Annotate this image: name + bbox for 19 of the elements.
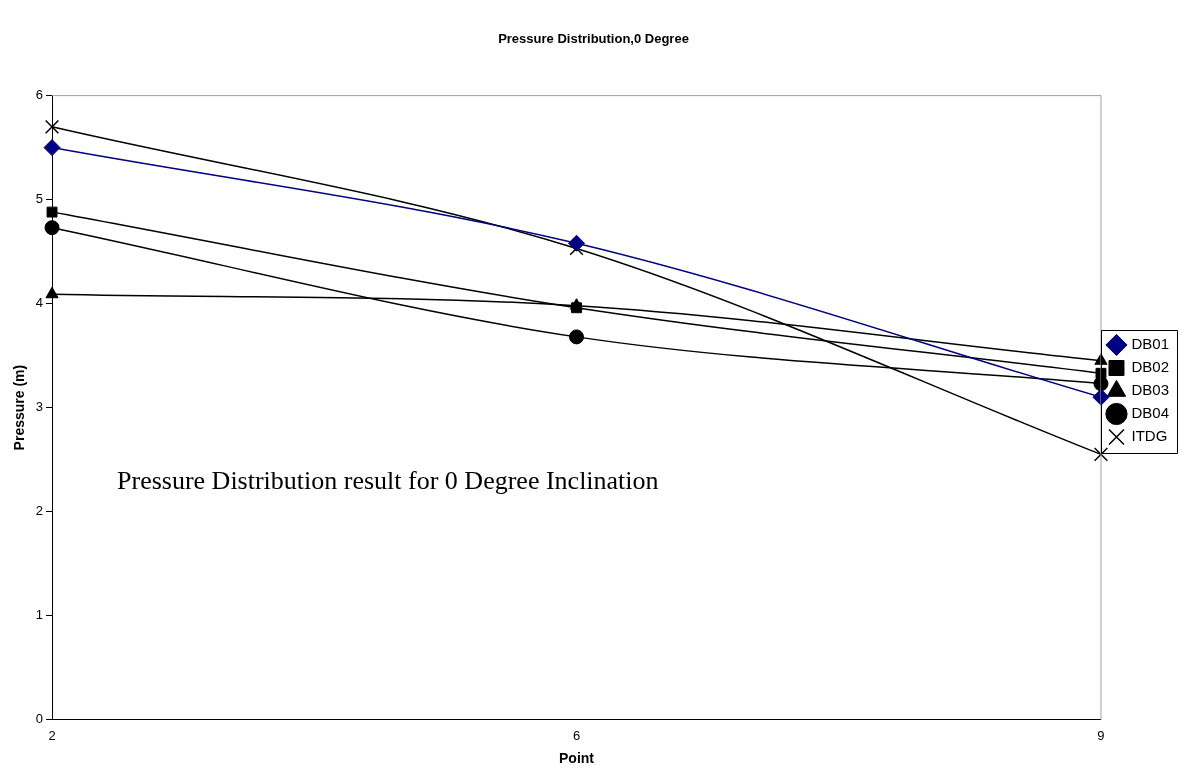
legend-label: DB04 [1131, 404, 1170, 422]
y-axis-title: Pressure (m) [11, 364, 28, 451]
y-tick-label: 2 [35, 503, 44, 519]
chart-title: Pressure Distribution,0 Degree [498, 31, 689, 47]
y-tick-label: 1 [35, 607, 44, 623]
y-tick-label: 5 [35, 191, 44, 207]
x-tick-label: 9 [1097, 727, 1105, 743]
legend-label: DB03 [1131, 381, 1170, 399]
legend-label: DB01 [1131, 335, 1170, 353]
y-tick-label: 4 [35, 295, 44, 311]
y-tick-label: 6 [35, 87, 44, 103]
x-axis-title: Point [559, 750, 595, 767]
y-tick-label: 0 [35, 711, 44, 727]
x-tick-label: 2 [48, 727, 56, 743]
annotation: Pressure Distribution result for 0 Degree Inclination [117, 466, 659, 496]
x-tick-label: 6 [572, 727, 581, 743]
legend-label: ITDG [1131, 427, 1168, 445]
y-tick-label: 3 [35, 399, 44, 415]
legend-label: DB02 [1131, 358, 1170, 376]
